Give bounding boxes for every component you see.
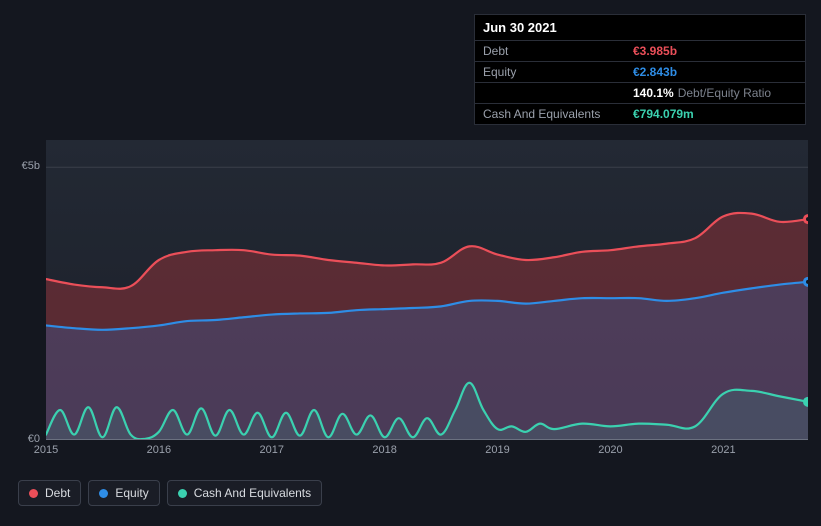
tooltip-row-value: €794.079m [633,108,694,120]
legend-item-equity[interactable]: Equity [88,480,159,506]
legend-label: Equity [115,486,148,500]
tooltip-row-extra: Debt/Equity Ratio [678,87,771,99]
legend-label: Debt [45,486,70,500]
y-axis-label: €5b [0,160,40,172]
tooltip-row-label: Debt [483,45,633,57]
x-axis-label: 2016 [147,444,171,456]
tooltip-date: Jun 30 2021 [475,15,805,40]
x-axis-label: 2018 [372,444,396,456]
x-axis-label: 2015 [34,444,58,456]
tooltip-row: Cash And Equivalents€794.079m [475,103,805,124]
chart-legend: Debt Equity Cash And Equivalents [18,480,322,506]
chart-plot-area[interactable] [46,140,808,440]
tooltip-row: 140.1% Debt/Equity Ratio [475,82,805,103]
debt-color-dot [29,489,38,498]
x-axis-label: 2017 [260,444,284,456]
chart-tooltip: Jun 30 2021 Debt€3.985bEquity€2.843b140.… [474,14,806,125]
x-axis-label: 2019 [485,444,509,456]
legend-item-cash[interactable]: Cash And Equivalents [167,480,322,506]
legend-label: Cash And Equivalents [194,486,311,500]
tooltip-row-label: Equity [483,66,633,78]
legend-item-debt[interactable]: Debt [18,480,81,506]
tooltip-row-value: 140.1% [633,87,674,99]
tooltip-row-value: €3.985b [633,45,677,57]
tooltip-row: Equity€2.843b [475,61,805,82]
tooltip-row-label: Cash And Equivalents [483,108,633,120]
x-axis: 2015 2016 2017 2018 2019 2020 2021 [18,444,808,464]
tooltip-row-value: €2.843b [633,66,677,78]
equity-color-dot [99,489,108,498]
x-axis-label: 2021 [711,444,735,456]
x-axis-label: 2020 [598,444,622,456]
tooltip-row: Debt€3.985b [475,40,805,61]
cash-color-dot [178,489,187,498]
